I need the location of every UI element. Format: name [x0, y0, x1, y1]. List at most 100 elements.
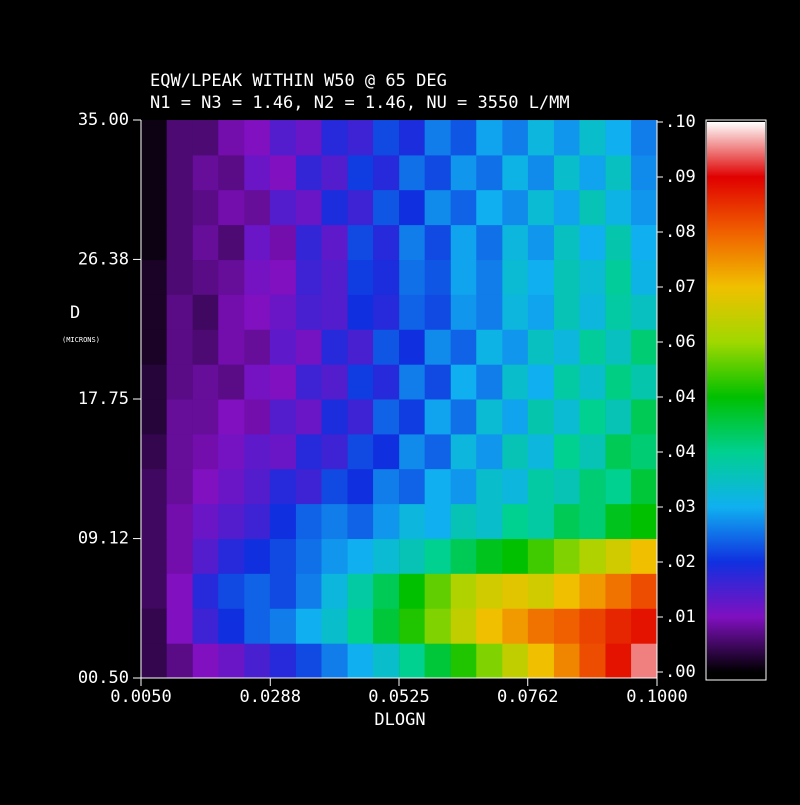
heatmap-cell — [502, 468, 529, 505]
heatmap-cell — [321, 503, 348, 540]
heatmap-cell — [373, 643, 400, 679]
heatmap-cell — [141, 573, 168, 609]
heatmap-cell — [321, 608, 348, 644]
heatmap-cell — [373, 294, 400, 330]
heatmap-cell — [450, 189, 478, 226]
heatmap-cell — [450, 643, 478, 679]
heatmap-cell — [166, 294, 193, 330]
heatmap-cell — [631, 224, 658, 261]
heatmap-cell — [192, 503, 220, 540]
heatmap-cell — [527, 364, 555, 400]
heatmap-cell — [295, 259, 323, 295]
heatmap-cell — [244, 608, 271, 644]
heatmap-cell — [192, 364, 220, 400]
heatmap-cell — [269, 189, 297, 226]
heatmap-cell — [579, 573, 606, 609]
x-axis-label: DLOGN — [374, 710, 425, 730]
heatmap-cell — [166, 608, 193, 644]
heatmap-cell — [502, 120, 529, 156]
heatmap-cell — [424, 259, 451, 295]
heatmap-cell — [269, 503, 297, 540]
heatmap-cell — [244, 329, 271, 365]
heatmap-cell — [192, 573, 220, 609]
heatmap-cell — [450, 329, 478, 365]
heatmap-cell — [476, 608, 503, 644]
heatmap-cell — [631, 608, 658, 644]
colorbar-tick-label: .08 — [665, 222, 696, 242]
heatmap-cell — [450, 538, 478, 574]
heatmap-cell — [579, 503, 606, 540]
heatmap-cell — [502, 433, 529, 470]
heatmap-cell — [347, 224, 374, 261]
heatmap-cell — [192, 538, 220, 574]
heatmap-cell — [166, 538, 193, 574]
heatmap-cell — [631, 643, 658, 679]
heatmap-cell — [347, 294, 374, 330]
heatmap-cell — [373, 364, 400, 400]
heatmap-cell — [141, 294, 168, 330]
heatmap-cell — [166, 399, 193, 435]
heatmap-cell — [631, 538, 658, 574]
heatmap-cell — [166, 433, 193, 470]
heatmap-cell — [166, 573, 193, 609]
heatmap-cell — [244, 643, 271, 679]
heatmap-cell — [527, 573, 555, 609]
heatmap-cell — [450, 468, 478, 505]
heatmap-cell — [424, 573, 451, 609]
heatmap-cell — [605, 259, 632, 295]
heatmap-cell — [476, 433, 503, 470]
heatmap-cell — [631, 120, 658, 156]
heatmap-cell — [553, 399, 581, 435]
heatmap-cell — [218, 468, 245, 505]
heatmap-cell — [631, 329, 658, 365]
heatmap-cell — [502, 329, 529, 365]
heatmap-cell — [579, 399, 606, 435]
heatmap-cell — [502, 643, 529, 679]
heatmap-cell — [502, 573, 529, 609]
heatmap-cell — [424, 538, 451, 574]
heatmap-cell — [321, 538, 348, 574]
heatmap-cell — [476, 294, 503, 330]
heatmap-cell — [631, 399, 658, 435]
x-tick-label: 0.1000 — [626, 687, 687, 707]
heatmap-cell — [399, 120, 426, 156]
heatmap-cell — [141, 120, 168, 156]
heatmap-cell — [373, 189, 400, 226]
heatmap-cell — [399, 643, 426, 679]
heatmap-cell — [631, 259, 658, 295]
heatmap-cell — [476, 399, 503, 435]
heatmap-cell — [141, 608, 168, 644]
heatmap-cell — [579, 433, 606, 470]
heatmap-cell — [218, 224, 245, 261]
heatmap-cell — [166, 503, 193, 540]
heatmap-cell — [166, 154, 193, 191]
heatmap-cell — [295, 573, 323, 609]
heatmap-cell — [218, 189, 245, 226]
heatmap-cell — [373, 259, 400, 295]
heatmap-cell — [527, 433, 555, 470]
heatmap-cell — [605, 433, 632, 470]
heatmap-cell — [450, 433, 478, 470]
heatmap-cell — [347, 643, 374, 679]
heatmap-cell — [321, 399, 348, 435]
heatmap-cell — [502, 364, 529, 400]
heatmap-cell — [218, 259, 245, 295]
heatmap-cell — [218, 608, 245, 644]
heatmap-cell — [295, 503, 323, 540]
heatmap-cell — [373, 224, 400, 261]
x-tick-label: 0.0050 — [110, 687, 171, 707]
chart-title: EQW/LPEAK WITHIN W50 @ 65 DEG — [150, 71, 447, 91]
heatmap-cell — [476, 538, 503, 574]
heatmap-cell — [605, 294, 632, 330]
heatmap-cell — [244, 433, 271, 470]
heatmap-cell — [424, 120, 451, 156]
heatmap-cell — [579, 608, 606, 644]
heatmap — [141, 120, 658, 679]
heatmap-cell — [553, 189, 581, 226]
heatmap-cell — [631, 433, 658, 470]
heatmap-cell — [502, 538, 529, 574]
heatmap-cell — [373, 433, 400, 470]
heatmap-cell — [579, 154, 606, 191]
heatmap-cell — [527, 503, 555, 540]
heatmap-cell — [579, 120, 606, 156]
